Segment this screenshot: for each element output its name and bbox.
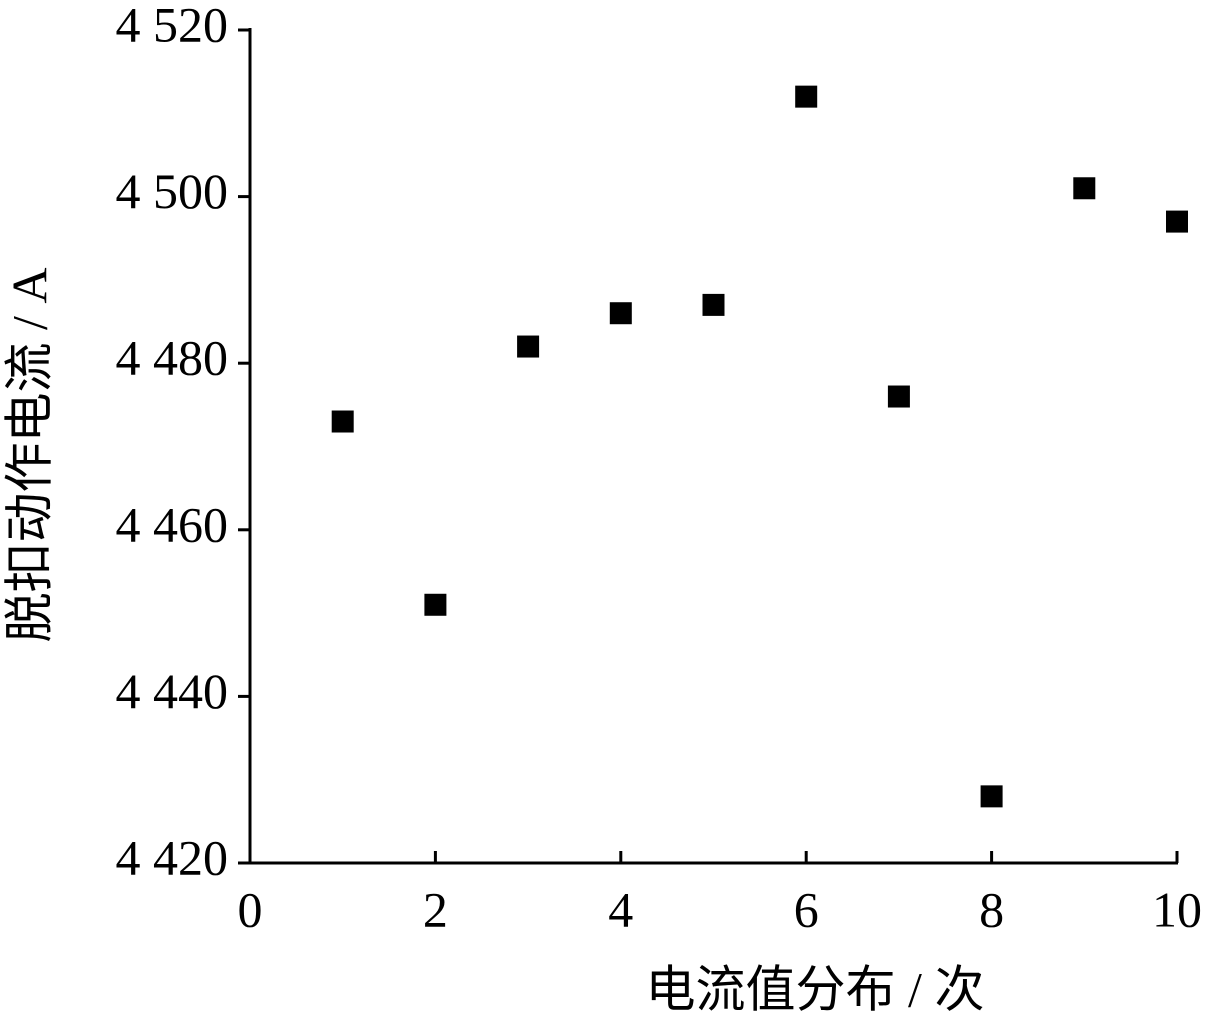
y-tick-label: 4 480 bbox=[116, 330, 229, 386]
y-tick-label: 4 460 bbox=[116, 496, 229, 552]
point bbox=[331, 410, 354, 433]
y-tick-label: 4 440 bbox=[116, 663, 229, 719]
x-tick-label: 4 bbox=[608, 881, 633, 937]
y-tick-label: 4 520 bbox=[116, 0, 229, 52]
point bbox=[1166, 210, 1188, 233]
point bbox=[980, 785, 1003, 808]
x-tick-label: 0 bbox=[238, 881, 263, 937]
x-tick-label: 2 bbox=[423, 881, 448, 937]
x-tick-label: 8 bbox=[979, 881, 1004, 937]
x-tick-label: 10 bbox=[1152, 881, 1202, 937]
point bbox=[1073, 177, 1096, 200]
point bbox=[887, 385, 910, 408]
point bbox=[424, 593, 447, 616]
y-tick-label: 4 500 bbox=[116, 163, 229, 219]
x-tick-label: 6 bbox=[794, 881, 819, 937]
point bbox=[609, 302, 632, 325]
point bbox=[517, 335, 540, 358]
x-axis-label: 电流值分布 / 次 bbox=[646, 961, 985, 1017]
point bbox=[795, 85, 818, 108]
y-tick-label: 4 420 bbox=[116, 829, 229, 885]
point bbox=[702, 293, 725, 316]
y-axis-label: 脱扣动作电流 / A bbox=[1, 268, 57, 643]
